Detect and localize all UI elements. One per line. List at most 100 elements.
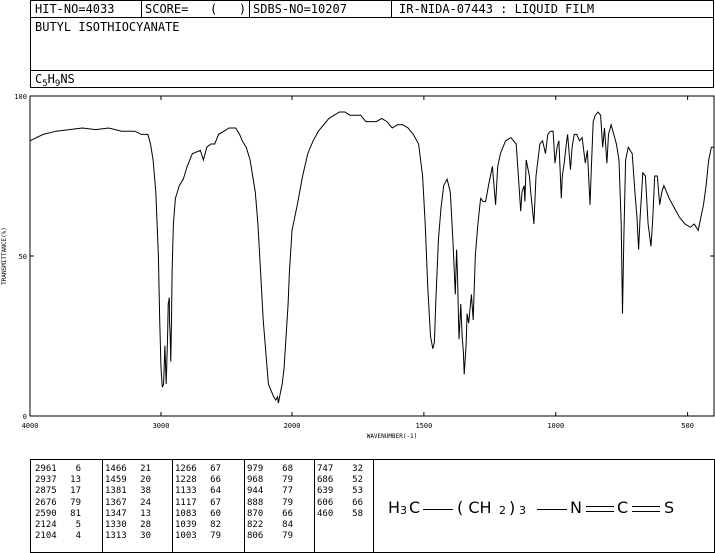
y-tick-label: 50: [19, 253, 27, 261]
x-tick-label: 500: [681, 422, 694, 430]
peak-wavenumber: 806: [247, 531, 264, 542]
peak-wavenumber: 2676: [35, 497, 57, 508]
x-tick-label: 1000: [547, 422, 564, 430]
peak-transmittance: 79: [282, 497, 293, 508]
peak-wavenumber: 1367: [105, 497, 127, 508]
peak-row: 1117 67: [175, 498, 221, 509]
compound-name: BUTYL ISOTHIOCYANATE: [35, 20, 180, 34]
peak-column: 2961 6 2937 13 2875 17 2676 79 2590 81 2124 5 2104 4: [35, 464, 81, 542]
peak-row: 2124 5: [35, 520, 81, 531]
peak-column-divider: [244, 460, 245, 552]
peak-transmittance: 13: [70, 475, 81, 486]
peak-column: 979 68 968 79 944 77 888 79 870 66 822 84 806 79: [247, 464, 293, 542]
plot-frame: [29, 95, 715, 417]
peak-row: 1367 24: [105, 498, 151, 509]
hit-number: HIT-NO=4033: [35, 2, 115, 16]
peak-row: 1266 67: [175, 464, 221, 475]
peak-transmittance: 6: [75, 464, 81, 474]
peak-row: 1330 28: [105, 520, 151, 531]
struct-s: S: [664, 498, 675, 517]
peak-transmittance: 24: [140, 497, 151, 508]
peak-row: 822 84: [247, 520, 293, 531]
peak-transmittance: 5: [75, 520, 81, 531]
peak-transmittance: 53: [352, 486, 363, 497]
peak-row: 1039 82: [175, 520, 221, 531]
peak-wavenumber: 870: [247, 508, 264, 519]
peak-wavenumber: 1330: [105, 520, 127, 531]
ir-method: IR-NIDA-07443 : LIQUID FILM: [399, 2, 595, 16]
peak-row: 888 79: [247, 498, 293, 509]
peak-transmittance: 32: [352, 464, 363, 474]
bond-double: [586, 506, 614, 512]
peak-row: 606 66: [317, 498, 363, 509]
struct-h-subscript: 3: [400, 504, 407, 517]
peak-row: 2590 81: [35, 509, 81, 520]
x-axis-label: WAVENUMBER(-1): [367, 433, 418, 440]
peak-transmittance: 82: [210, 520, 221, 531]
peak-column: 1266 67 1228 66 1133 64 1117 67 1083 60 1039 82 1003…: [175, 464, 221, 542]
peak-transmittance: 68: [282, 464, 293, 474]
struct-repeat-count: 3: [519, 504, 526, 517]
x-tick-label: 1500: [415, 422, 432, 430]
peak-wavenumber: 968: [247, 475, 264, 486]
peak-column-divider: [172, 460, 173, 552]
struct-h: H: [388, 498, 401, 517]
struct-group-close: ): [509, 498, 516, 517]
peak-transmittance: 20: [140, 475, 151, 486]
peak-column: 747 32 686 52 639 53 606 66 460 58: [317, 464, 363, 520]
y-tick-label: 0: [23, 413, 27, 421]
peak-wavenumber: 2937: [35, 475, 57, 486]
bond-single: [537, 509, 567, 510]
peak-wavenumber: 460: [317, 508, 334, 519]
peak-wavenumber: 1466: [105, 464, 127, 474]
structure-box: H 3 C ( CH 2 ) 3 N C S: [373, 459, 715, 553]
peak-wavenumber: 944: [247, 486, 264, 497]
peak-transmittance: 79: [210, 531, 221, 542]
peak-row: 1003 79: [175, 531, 221, 542]
formula-box: C5H9NS: [30, 70, 714, 89]
peak-row: 870 66: [247, 509, 293, 520]
peak-table: 2961 6 2937 13 2875 17 2676 79 2590 81 2124 5 2104 4 1…: [30, 459, 374, 553]
peak-wavenumber: 1083: [175, 508, 197, 519]
peak-row: 1133 64: [175, 486, 221, 497]
peak-row: 2937 13: [35, 475, 81, 486]
peak-transmittance: 13: [140, 508, 151, 519]
peak-wavenumber: 1039: [175, 520, 197, 531]
peak-row: 979 68: [247, 464, 293, 475]
peak-transmittance: 66: [282, 508, 293, 519]
peak-wavenumber: 1266: [175, 464, 197, 474]
header-divider: [249, 1, 250, 17]
compound-name-box: BUTYL ISOTHIOCYANATE: [30, 17, 714, 71]
peak-transmittance: 66: [210, 475, 221, 486]
struct-c: C: [409, 498, 421, 517]
peak-row: 747 32: [317, 464, 363, 475]
peak-transmittance: 79: [282, 531, 293, 542]
y-tick-label: 100: [14, 93, 27, 101]
peak-row: 460 58: [317, 509, 363, 520]
struct-c2: C: [617, 498, 629, 517]
peak-transmittance: 21: [140, 464, 151, 474]
peak-wavenumber: 822: [247, 520, 264, 531]
peak-row: 2875 17: [35, 486, 81, 497]
score-label: SCORE=: [145, 2, 189, 16]
peak-row: 686 52: [317, 475, 363, 486]
peak-transmittance: 52: [352, 475, 363, 486]
peak-row: 1347 13: [105, 509, 151, 520]
x-tick-label: 3000: [153, 422, 170, 430]
peak-wavenumber: 1347: [105, 508, 127, 519]
peak-wavenumber: 979: [247, 464, 264, 474]
peak-wavenumber: 686: [317, 475, 334, 486]
peak-wavenumber: 1381: [105, 486, 127, 497]
header-bar: HIT-NO=4033 SCORE= ( ) SDBS-NO=10207 IR-…: [30, 0, 714, 18]
ir-spectrum-chart: 4000 3000 2000 1500 1000 500100500WAVENUMBER(…: [1, 93, 715, 440]
peak-wavenumber: 1117: [175, 497, 197, 508]
bond-single: [423, 509, 453, 510]
peak-row: 1381 38: [105, 486, 151, 497]
struct-n: N: [570, 498, 582, 517]
peak-row: 2676 79: [35, 498, 81, 509]
peak-row: 806 79: [247, 531, 293, 542]
peak-row: 2104 4: [35, 531, 81, 542]
peak-wavenumber: 2875: [35, 486, 57, 497]
peak-transmittance: 38: [140, 486, 151, 497]
peak-column-divider: [314, 460, 315, 552]
